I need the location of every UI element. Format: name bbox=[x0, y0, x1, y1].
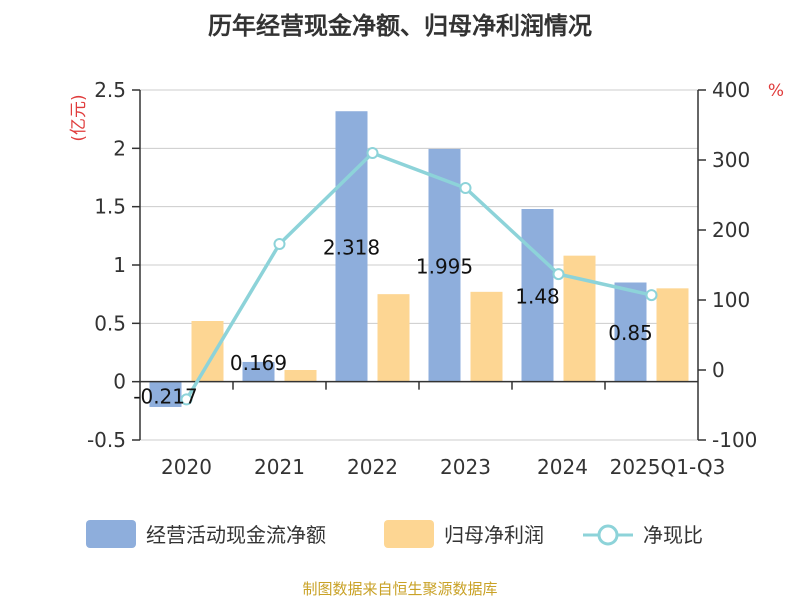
bar-cashflow bbox=[614, 282, 647, 382]
legend-marker-ratio bbox=[597, 524, 619, 546]
right-tick-label: -100 bbox=[712, 428, 757, 452]
left-tick-label: 0.5 bbox=[94, 311, 126, 335]
line-series bbox=[180, 147, 658, 406]
right-tick-label: 300 bbox=[712, 148, 750, 172]
legend-label-net-profit: 归母净利润 bbox=[444, 523, 544, 547]
data-label-cashflow: 1.995 bbox=[416, 254, 473, 278]
line-ratio bbox=[184, 150, 652, 401]
line-marker bbox=[552, 268, 565, 281]
right-unit: % bbox=[768, 81, 784, 101]
x-tick-label: 2023 bbox=[440, 455, 491, 479]
right-axis: 400 300 200 100 0 -100 bbox=[697, 78, 757, 452]
line-marker bbox=[459, 182, 472, 194]
source-note: 制图数据来自恒生聚源数据库 bbox=[302, 580, 497, 598]
left-unit: (亿元) bbox=[69, 94, 89, 141]
legend-swatch-cashflow bbox=[86, 520, 136, 548]
bars bbox=[149, 111, 689, 407]
legend-label-ratio: 净现比 bbox=[643, 523, 703, 547]
right-tick-label: 0 bbox=[712, 358, 725, 382]
data-label-cashflow: 1.48 bbox=[515, 284, 560, 308]
bar-net-profit bbox=[377, 294, 410, 382]
line-marker bbox=[180, 393, 193, 406]
bar-net-profit bbox=[470, 291, 503, 382]
left-axis: 2.5 2 1.5 1 0.5 0 -0.5 bbox=[87, 78, 141, 452]
left-tick-label: 2.5 bbox=[94, 78, 126, 102]
x-tick-label: 2025Q1-Q3 bbox=[610, 455, 726, 479]
bar-cashflow bbox=[335, 111, 368, 382]
right-tick-label: 200 bbox=[712, 218, 750, 242]
left-tick-label: 1 bbox=[113, 253, 126, 277]
left-tick-label: 0 bbox=[113, 370, 126, 394]
data-label-cashflow: 2.318 bbox=[323, 235, 380, 259]
left-tick-label: -0.5 bbox=[87, 428, 126, 452]
data-label-cashflow: -0.217 bbox=[133, 385, 197, 409]
x-tick-label: 2021 bbox=[254, 455, 305, 479]
data-labels: -0.217 0.169 2.318 1.995 1.48 0.85 bbox=[133, 235, 653, 408]
bar-net-profit bbox=[656, 288, 689, 382]
legend-swatch-net-profit bbox=[384, 520, 434, 548]
line-marker bbox=[645, 289, 658, 302]
data-label-cashflow: 0.169 bbox=[230, 351, 287, 375]
line-marker bbox=[366, 147, 379, 159]
data-label-cashflow: 0.85 bbox=[608, 321, 653, 345]
bar-net-profit bbox=[284, 370, 317, 382]
legend: 经营活动现金流净额 归母净利润 净现比 bbox=[86, 520, 703, 548]
left-tick-label: 2 bbox=[113, 136, 126, 160]
bar-cashflow bbox=[521, 209, 554, 382]
x-tick-label: 2020 bbox=[161, 455, 212, 479]
right-tick-label: 400 bbox=[712, 78, 750, 102]
bar-cashflow bbox=[242, 361, 275, 382]
bar-cashflow bbox=[428, 148, 461, 382]
x-tick-label: 2024 bbox=[537, 455, 588, 479]
line-marker bbox=[273, 238, 286, 250]
x-tick-label: 2022 bbox=[347, 455, 398, 479]
bar-cashflow bbox=[149, 381, 182, 407]
left-tick-label: 1.5 bbox=[94, 195, 126, 219]
bar-net-profit bbox=[191, 321, 224, 382]
right-tick-label: 100 bbox=[712, 288, 750, 312]
chart-title: 历年经营现金净额、归母净利润情况 bbox=[208, 12, 592, 40]
x-axis: 2020 2021 2022 2023 2024 2025Q1-Q3 bbox=[140, 380, 726, 479]
legend-label-cashflow: 经营活动现金流净额 bbox=[146, 523, 326, 547]
